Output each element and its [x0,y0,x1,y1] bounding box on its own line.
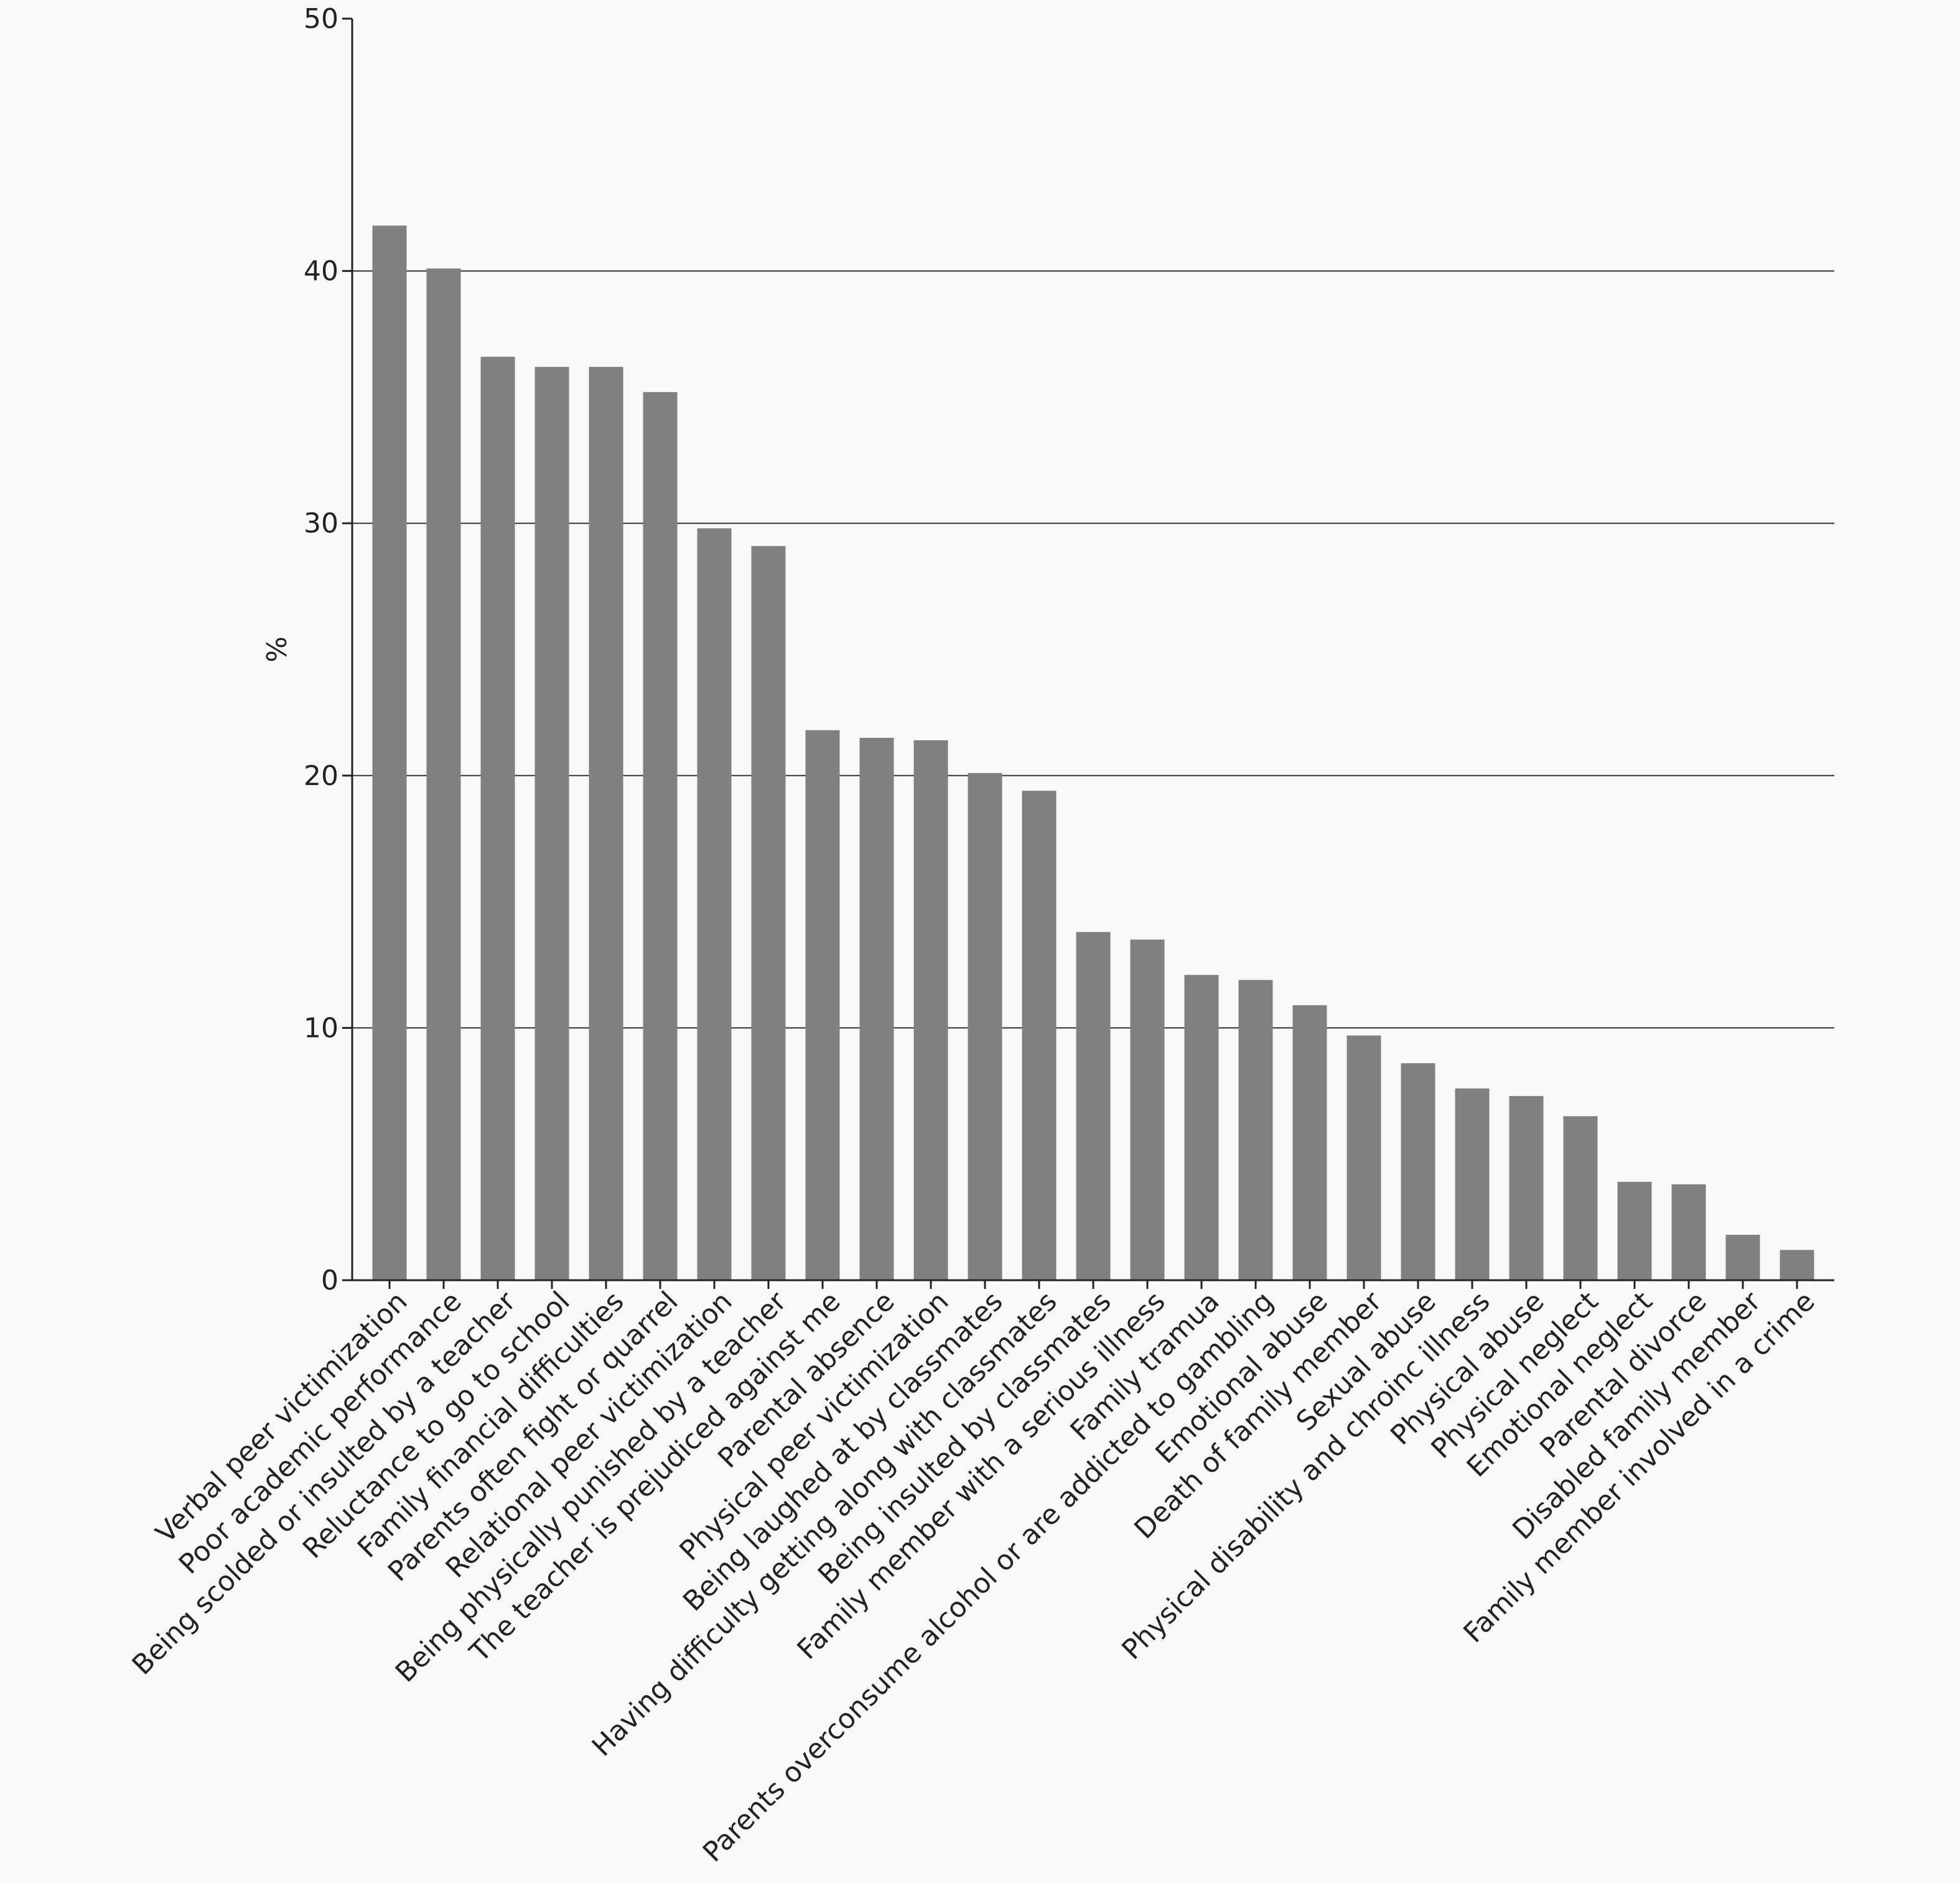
y-tick-label: 20 [304,760,338,792]
bar-10 [859,737,894,1280]
y-tick-label: 30 [304,508,338,539]
bar-11 [913,740,948,1280]
y-tick-label: 10 [304,1012,338,1044]
bar-13 [1022,791,1057,1280]
bar-22 [1509,1095,1544,1280]
y-tick-label: 40 [304,256,338,287]
bar-26 [1725,1234,1760,1280]
bar-5 [589,366,623,1280]
y-axis-title: % [261,636,293,663]
bar-23 [1563,1116,1598,1280]
bar-9 [805,730,840,1280]
bar-12 [968,773,1002,1280]
bar-16 [1184,975,1219,1280]
bar-15 [1130,939,1165,1280]
bar-20 [1401,1063,1435,1280]
y-tick-label: 50 [304,3,338,35]
bar-18 [1292,1005,1327,1280]
bar-8 [751,546,786,1280]
bar-6 [643,392,678,1280]
bars [372,225,1814,1281]
bar-21 [1455,1088,1490,1280]
y-tick-label: 0 [321,1265,338,1296]
bar-25 [1671,1184,1706,1280]
bar-14 [1076,932,1111,1280]
bar-27 [1780,1250,1814,1280]
bar-3 [480,356,515,1280]
y-ticks: 0 10 20 30 40 50 [304,3,352,1296]
bar-17 [1238,980,1273,1280]
bar-1 [372,225,407,1280]
bar-7 [697,528,732,1280]
bar-4 [534,366,569,1280]
bar-2 [426,268,461,1281]
gridlines [352,270,1834,1029]
bar-19 [1346,1035,1381,1280]
bar-24 [1617,1181,1652,1280]
